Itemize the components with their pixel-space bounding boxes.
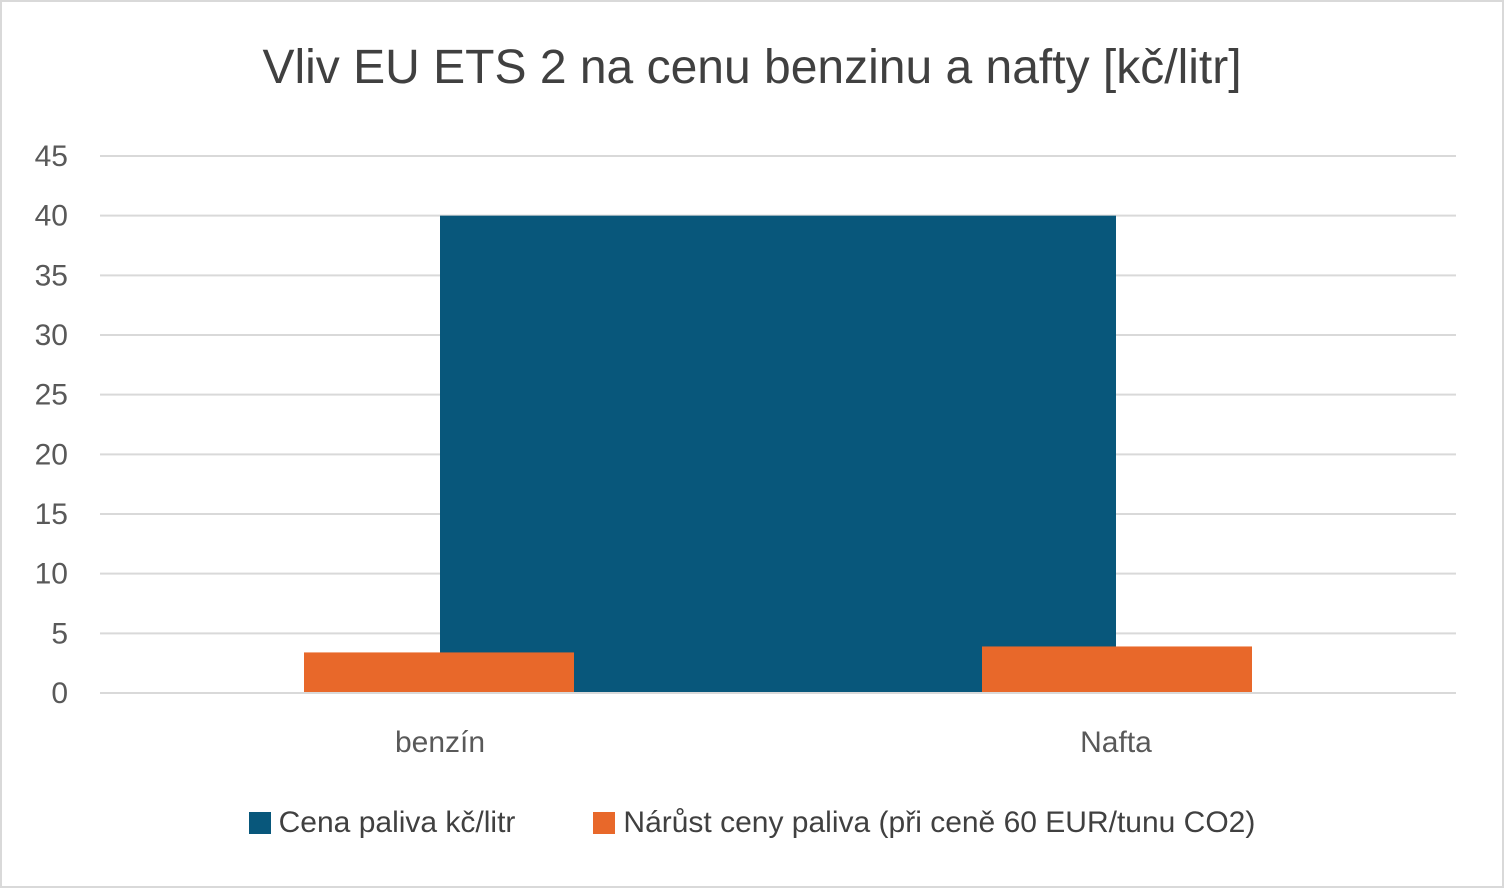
chart-title: Vliv EU ETS 2 na cenu benzinu a nafty [k… <box>262 41 1242 94</box>
legend-swatch-narust <box>593 812 616 834</box>
legend-item-narust: Nárůst ceny paliva (při ceně 60 EUR/tunu… <box>593 806 1255 840</box>
y-tick-label: 45 <box>35 140 68 173</box>
y-tick-label: 20 <box>35 438 68 471</box>
x-category-label: benzín <box>395 726 485 759</box>
y-tick-label: 0 <box>51 677 68 710</box>
y-tick-label: 5 <box>51 617 68 650</box>
bar-narust-nafta <box>982 646 1252 693</box>
y-tick-label: 10 <box>35 558 68 591</box>
legend-label-cena: Cena paliva kč/litr <box>278 806 516 839</box>
y-tick-label: 40 <box>35 200 68 233</box>
x-category-label: Nafta <box>1080 726 1152 759</box>
bar-cena-paliva <box>440 215 1116 693</box>
y-tick-label: 35 <box>35 259 68 292</box>
legend-swatch-cena <box>248 812 271 834</box>
legend-label-narust: Nárůst ceny paliva (při ceně 60 EUR/tunu… <box>623 806 1256 839</box>
bar-narust-benzin <box>304 652 574 693</box>
legend-item-cena: Cena paliva kč/litr <box>248 806 516 840</box>
y-tick-label: 30 <box>35 319 68 352</box>
y-tick-label: 15 <box>35 498 68 531</box>
y-tick-label: 25 <box>35 379 68 412</box>
chart-legend: Cena paliva kč/litr Nárůst ceny paliva (… <box>0 806 1504 840</box>
